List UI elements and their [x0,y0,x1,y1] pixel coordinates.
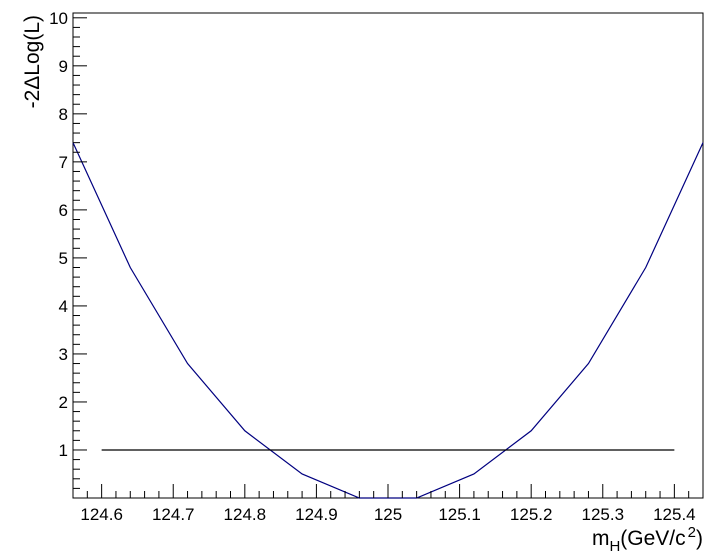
x-tick-label: 125.1 [438,505,481,524]
plot-frame [72,12,704,499]
y-tick-label: 7 [59,153,68,172]
x-tick-label: 124.9 [295,505,338,524]
y-tick-label: 10 [49,9,68,28]
x-tick-label: 124.7 [152,505,195,524]
x-tick-label: 125.2 [510,505,553,524]
series-layer [72,142,704,499]
likelihood-curve [72,142,704,499]
x-axis-title-sup: 2 [688,524,696,541]
x-tick-label: 125 [374,505,402,524]
x-axis-title-paren: (GeV/c [620,527,685,550]
x-axis-title-close: ) [696,527,703,550]
x-axis-title-base: m [592,527,610,550]
y-axis-title: -2ΔLog(L) [21,15,44,108]
x-tick-label: 125.3 [581,505,624,524]
y-tick-label: 6 [59,201,68,220]
x-axis-title-sub: H [609,538,620,555]
x-tick-label: 124.8 [224,505,267,524]
y-axis: 1 2 3 4 5 6 7 8 9 10 [49,9,87,489]
y-tick-label: 5 [59,249,68,268]
y-tick-label: 3 [59,345,68,364]
x-axis: 124.6 124.7 124.8 124.9 125 125.1 125.2 125.3 12… [72,484,704,524]
y-tick-label: 1 [59,441,68,460]
x-axis-title: mH(GeV/c 2) [592,524,703,555]
y-tick-label: 4 [59,297,68,316]
y-tick-label: 9 [59,57,68,76]
x-tick-label: 124.6 [80,505,123,524]
y-tick-label: 2 [59,393,68,412]
x-tick-label: 125.4 [653,505,696,524]
y-tick-label: 8 [59,105,68,124]
